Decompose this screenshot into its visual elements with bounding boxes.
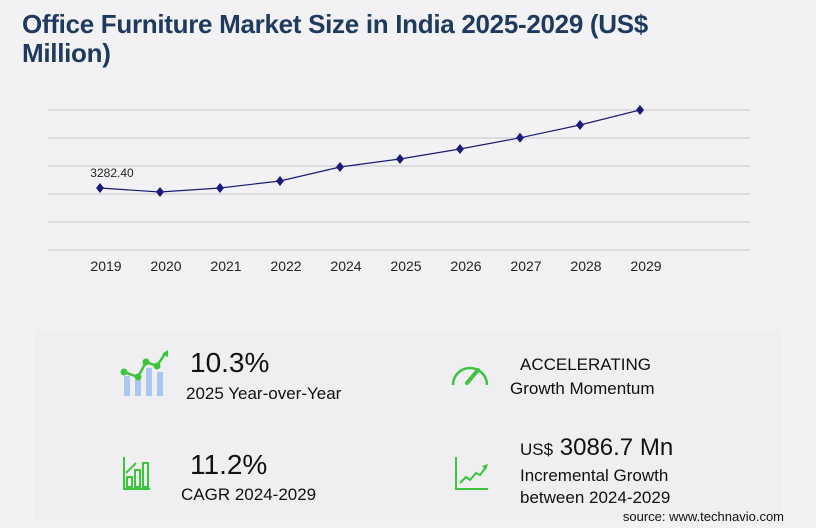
x-tick-label: 2025: [390, 258, 421, 274]
chart-title: Office Furniture Market Size in India 20…: [22, 9, 648, 68]
x-tick-label: 2028: [570, 258, 601, 274]
currency-prefix: US$: [520, 440, 554, 459]
x-tick-label: 2026: [450, 258, 481, 274]
incremental-period: between 2024-2029: [520, 488, 671, 507]
cagr-label: CAGR 2024-2029: [181, 485, 317, 504]
series-line: [99, 109, 641, 193]
data-point-2019: [96, 182, 104, 193]
x-tick-label: 2029: [630, 258, 661, 274]
data-point-2022: [276, 176, 284, 187]
bar-chart-icon: [123, 457, 150, 490]
yoy-label: 2025 Year-over-Year: [186, 384, 342, 403]
data-point-2028: [576, 119, 584, 130]
momentum-value: ACCELERATING: [520, 355, 651, 374]
data-point-2024: [336, 161, 344, 172]
incremental-amount: 3086.7 Mn: [559, 434, 674, 461]
data-point-2020: [156, 186, 164, 197]
x-tick-label: 2021: [210, 258, 241, 274]
momentum-label: Growth Momentum: [510, 379, 655, 398]
incremental-label: Incremental Growth: [520, 466, 669, 485]
data-point-2025: [396, 153, 404, 164]
speedometer-icon: [451, 366, 489, 386]
x-tick-label: 2019: [90, 258, 121, 274]
growth-chart-icon: [120, 350, 168, 396]
cagr-value: 11.2%: [190, 449, 268, 480]
trend-up-icon: [455, 457, 488, 490]
x-tick-label: 2020: [150, 258, 181, 274]
data-point-2021: [216, 183, 224, 194]
x-tick-label: 2024: [330, 258, 361, 274]
data-point-2026: [456, 144, 464, 155]
incremental-value: US$ 3086.7 Mn: [520, 434, 673, 462]
data-label: 3282.40: [90, 166, 134, 180]
yoy-value: 10.3%: [190, 347, 270, 378]
x-tick-label: 2027: [510, 258, 541, 274]
line-chart: 2019 2020 2021 2022 2024 2025 2026 2027 2028 2029…: [48, 105, 750, 274]
data-point-2027: [516, 132, 524, 143]
x-tick-label: 2022: [270, 258, 301, 274]
source-note: source: www.technavio.com: [622, 509, 784, 524]
data-point-2029: [636, 105, 644, 115]
